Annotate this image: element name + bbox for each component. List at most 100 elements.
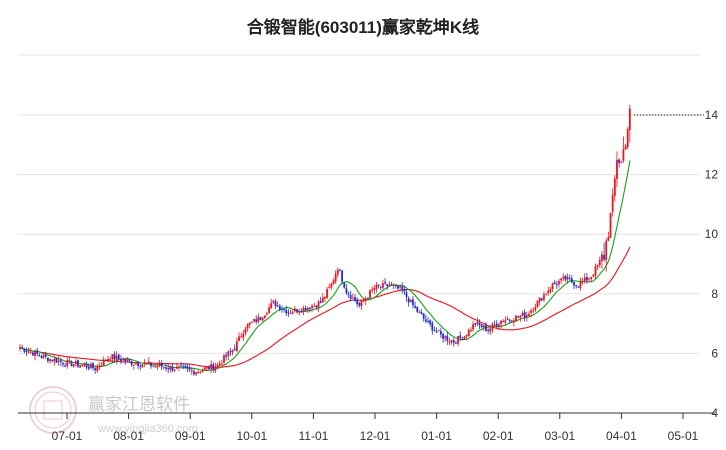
candle-body	[100, 365, 103, 367]
candle-body	[317, 301, 320, 308]
candle-body	[480, 324, 483, 328]
candle-body	[596, 264, 599, 267]
candle-body	[201, 370, 204, 372]
candle-body	[87, 366, 90, 369]
candle-body	[102, 359, 105, 366]
candle-body	[40, 356, 43, 358]
candle-body	[53, 358, 56, 362]
candle-body	[300, 311, 303, 313]
candle-body	[74, 361, 77, 365]
candle-body	[532, 310, 535, 312]
candle-body	[601, 254, 603, 261]
candle-body	[354, 297, 356, 302]
candle-body	[98, 366, 101, 368]
candle-body	[592, 274, 595, 277]
x-tick-label: 11-01	[298, 429, 328, 443]
candle-body	[369, 290, 371, 298]
candle-body	[343, 282, 346, 288]
candle-body	[364, 298, 367, 301]
candle-body	[165, 367, 167, 369]
candle-body	[257, 316, 260, 322]
candle-body	[616, 159, 618, 179]
candle-body	[485, 324, 487, 331]
candle-body	[25, 350, 28, 352]
candle-body	[575, 285, 578, 287]
candle-body	[135, 363, 137, 365]
candle-body	[351, 297, 354, 299]
candle-body	[547, 290, 550, 294]
candle-body	[278, 306, 281, 310]
candle-body	[152, 365, 155, 367]
candle-body	[551, 283, 554, 289]
candle-body	[89, 363, 92, 369]
candle-body	[302, 307, 305, 312]
candle-body	[437, 330, 440, 332]
candle-body	[448, 341, 451, 343]
candle-body	[455, 342, 457, 344]
candle-body	[169, 366, 172, 370]
candle-body	[274, 301, 277, 307]
candle-body	[384, 281, 386, 284]
candle-body	[472, 324, 474, 330]
y-tick-label: 14	[705, 108, 719, 122]
y-tick-label: 6	[711, 346, 718, 360]
candle-body	[49, 358, 51, 362]
candle-body	[120, 359, 122, 362]
candle-body	[124, 358, 127, 362]
candle-body	[362, 300, 365, 302]
candle-body	[414, 306, 417, 308]
candle-body	[394, 284, 397, 286]
candle-body	[19, 347, 21, 349]
x-tick-label: 04-01	[606, 429, 637, 443]
candle-body	[517, 316, 520, 318]
candle-body	[620, 161, 623, 163]
candle-body	[347, 293, 350, 295]
candle-body	[431, 322, 434, 331]
candle-body	[609, 212, 612, 238]
candle-body	[109, 359, 112, 361]
candle-body	[598, 260, 601, 266]
candle-body	[581, 281, 584, 283]
candle-body	[246, 323, 249, 329]
candle-body	[296, 309, 298, 313]
candle-body	[173, 369, 176, 371]
candle-body	[478, 323, 481, 325]
candle-body	[377, 284, 380, 286]
candle-body	[210, 364, 213, 369]
candle-body	[31, 352, 34, 356]
candle-body	[506, 319, 509, 321]
candle-body	[34, 351, 36, 356]
candle-body	[212, 364, 215, 370]
candle-body	[373, 287, 376, 291]
candle-body	[566, 276, 569, 280]
candle-body	[195, 372, 197, 375]
candle-body	[248, 322, 251, 325]
watermark-brand: 赢家江恩软件	[88, 395, 190, 414]
candle-body	[442, 334, 444, 339]
candle-body	[137, 362, 140, 366]
candle-body	[47, 357, 49, 361]
candle-body	[586, 277, 588, 281]
x-tick-label: 05-01	[668, 429, 699, 443]
candle-body	[439, 331, 442, 335]
candle-body	[291, 312, 294, 314]
candle-body	[450, 340, 453, 343]
candle-body	[184, 365, 187, 368]
x-tick-label: 01-01	[421, 429, 452, 443]
candle-body	[160, 363, 163, 367]
candle-body	[618, 159, 621, 163]
candle-body	[476, 321, 479, 324]
candle-body	[68, 360, 71, 362]
candle-body	[304, 308, 307, 311]
candle-body	[107, 359, 109, 361]
candle-body	[549, 289, 552, 293]
candles	[19, 104, 631, 377]
candle-body	[613, 178, 616, 197]
candle-body	[62, 362, 64, 365]
candle-body	[349, 295, 352, 299]
candle-body	[205, 366, 208, 369]
candle-body	[577, 286, 580, 288]
candle-body	[130, 361, 133, 365]
candle-body	[418, 312, 421, 314]
